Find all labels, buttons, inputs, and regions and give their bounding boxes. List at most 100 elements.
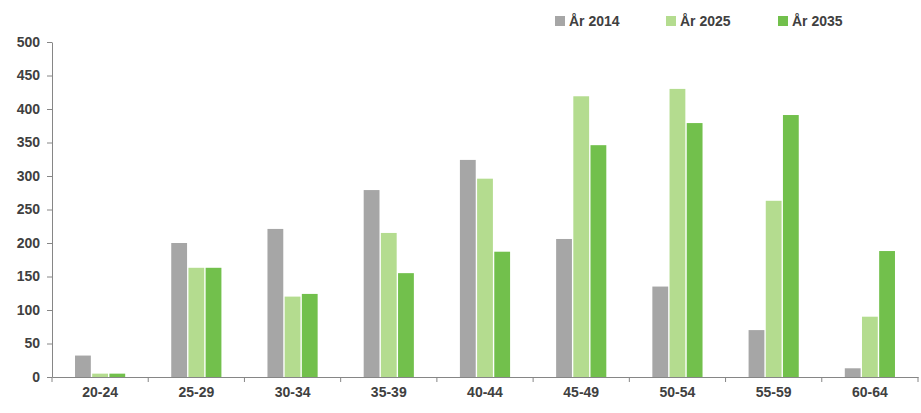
category-separator: [340, 377, 341, 382]
category-separator: [148, 377, 149, 382]
tick: 500: [17, 34, 52, 50]
tick: 150: [17, 268, 52, 284]
series: [109, 115, 895, 377]
tick-label: 300: [17, 168, 41, 184]
tick: 35-39: [371, 384, 407, 400]
category-separator: [244, 377, 245, 382]
tick-mark: [47, 143, 52, 144]
tick: 100: [17, 302, 52, 318]
tick: 20-24: [82, 384, 118, 400]
tick-mark: [47, 42, 52, 43]
tick-mark: [47, 243, 52, 244]
legend: År 2014 År 2025 År 2035: [555, 13, 843, 29]
tick-mark: [47, 210, 52, 211]
bar: [188, 268, 204, 377]
bar: [494, 252, 510, 377]
tick-label: 35-39: [371, 384, 407, 400]
category-separator: [821, 377, 822, 382]
tick-label: 30-34: [275, 384, 311, 400]
bar: [171, 243, 187, 377]
tick-label: 60-64: [852, 384, 888, 400]
tick-label: 100: [17, 302, 41, 318]
tick: 400: [17, 101, 52, 117]
bar: [783, 115, 799, 377]
tick-label: 55-59: [756, 384, 792, 400]
chart: 0 50 100 150 200 250 300 350 400 450 500 20-24 25-29…: [0, 0, 921, 413]
axis-line: [53, 377, 919, 378]
bars: [75, 89, 895, 377]
category-separator: [436, 377, 437, 382]
tick-mark: [47, 176, 52, 177]
bar: [460, 160, 476, 377]
legend-swatch: [555, 16, 565, 26]
category-separator: [918, 377, 919, 382]
bar: [749, 330, 765, 377]
legend-label: År 2014: [569, 13, 620, 29]
series: [75, 160, 861, 377]
legend-swatch: [778, 16, 788, 26]
bar: [285, 297, 301, 377]
tick-label: 500: [17, 34, 41, 50]
tick-mark: [47, 277, 52, 278]
tick-mark: [47, 76, 52, 77]
tick-label: 0: [32, 369, 40, 385]
tick: 45-49: [563, 384, 599, 400]
tick: 50-54: [660, 384, 696, 400]
tick-label: 450: [17, 67, 41, 83]
bar: [879, 251, 895, 377]
bar: [766, 201, 782, 377]
tick-label: 350: [17, 134, 41, 150]
bar: [556, 239, 572, 377]
tick-label: 20-24: [82, 384, 118, 400]
legend-label: År 2035: [792, 13, 843, 29]
tick-mark: [47, 310, 52, 311]
tick: 55-59: [756, 384, 792, 400]
legend-swatch: [666, 16, 676, 26]
tick: 450: [17, 67, 52, 83]
bar: [687, 123, 703, 377]
category-separator: [533, 377, 534, 382]
bar: [109, 374, 125, 377]
bar: [573, 96, 589, 377]
category-separators: [52, 377, 918, 382]
bar: [845, 368, 861, 377]
series: [92, 89, 878, 377]
plot: 0 50 100 150 200 250 300 350 400 450 500 20-24 25-29…: [17, 34, 919, 400]
tick-mark: [47, 109, 52, 110]
tick-label: 400: [17, 101, 41, 117]
legend-label: År 2025: [680, 13, 731, 29]
bar: [75, 356, 91, 377]
tick-label: 45-49: [563, 384, 599, 400]
tick-mark: [47, 344, 52, 345]
tick: 200: [17, 235, 52, 251]
tick: 40-44: [467, 384, 503, 400]
tick: 0: [32, 369, 52, 385]
category-separator: [52, 377, 53, 382]
tick-label: 50-54: [660, 384, 696, 400]
bar: [652, 287, 668, 377]
tick-label: 250: [17, 201, 41, 217]
tick-label: 25-29: [178, 384, 214, 400]
tick: 300: [17, 168, 52, 184]
x-axis: 20-24 25-29 30-34 35-39 40-44 45-49 50-54 55-59…: [52, 377, 919, 400]
category-separator: [629, 377, 630, 382]
bar: [267, 229, 283, 377]
tick-label: 40-44: [467, 384, 503, 400]
bar: [381, 233, 397, 377]
bar: [206, 268, 222, 377]
legend-item: År 2025: [666, 13, 731, 29]
tick-label: 200: [17, 235, 41, 251]
bar: [862, 317, 878, 377]
bar: [477, 179, 493, 377]
tick: 250: [17, 201, 52, 217]
tick-label: 50: [24, 335, 40, 351]
legend-item: År 2035: [778, 13, 843, 29]
axis-line: [52, 43, 53, 378]
bar: [302, 294, 318, 377]
tick-mark: [47, 377, 52, 378]
bar: [92, 374, 108, 377]
bar: [398, 273, 414, 377]
tick: 25-29: [178, 384, 214, 400]
category-separator: [725, 377, 726, 382]
tick: 50: [24, 335, 52, 351]
